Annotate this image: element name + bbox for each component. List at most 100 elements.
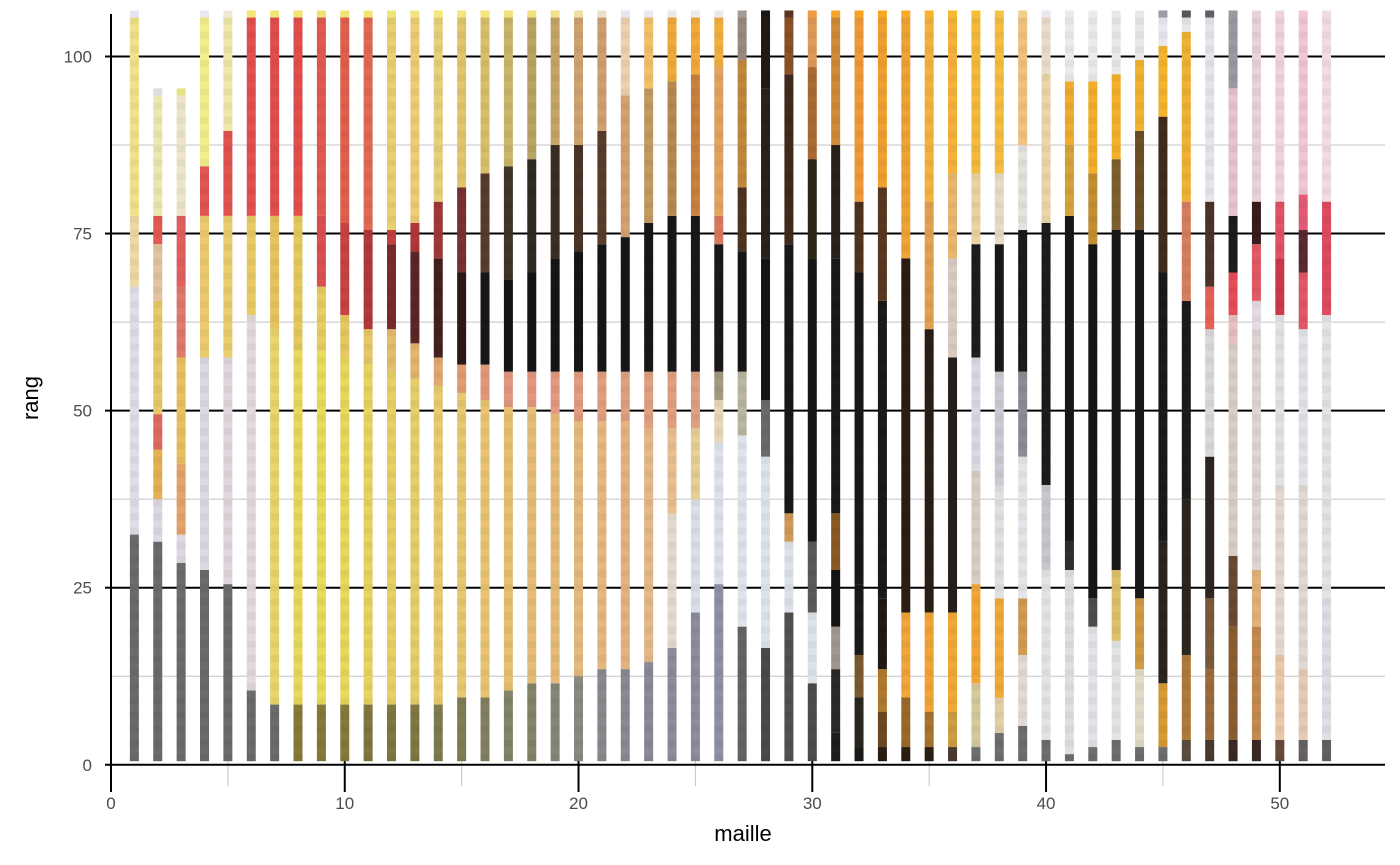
stitch-row-shade [574,88,584,96]
stitch-segment [1041,222,1051,485]
stitch-row-shade [597,640,607,648]
stitch-row-shade [1322,272,1332,280]
stitch-row-shade [597,230,607,238]
stitch-row-shade [761,258,771,266]
stitch-row-shade [901,173,911,181]
stitch-segment [1205,598,1215,670]
stitch-row-shade [387,442,397,450]
stitch-segment [1228,88,1238,216]
stitch-row-shade [620,499,630,507]
stitch-row-shade [901,88,911,96]
stitch-columns [129,10,1332,762]
stitch-row-shade [340,669,350,677]
stitch-row-shade [200,371,210,379]
stitch-row-shade [1041,173,1051,181]
stitch-column [1064,10,1074,762]
stitch-row-shade [714,541,724,549]
stitch-row-shade [620,230,630,238]
stitch-row-shade [223,640,233,648]
stitch-row-shade [1158,244,1168,252]
stitch-row-shade [1275,569,1285,578]
stitch-row-shade [620,145,630,153]
stitch-row-shade [714,428,724,436]
stitch-row-shade [223,230,233,238]
stitch-row-shade [200,739,210,748]
stitch-row-shade [223,45,233,53]
stitch-row-shade [854,400,864,408]
stitch-row-shade [1181,598,1191,606]
stitch-row-shade [1322,414,1332,422]
stitch-row-shade [994,626,1004,634]
stitch-row-shade [784,145,794,153]
stitch-row-shade [527,640,537,648]
stitch-row-shade [550,159,560,167]
stitch-row-shade [1041,442,1051,450]
stitch-row-shade [784,31,794,39]
stitch-row-shade [761,343,771,351]
stitch-row-shade [854,499,864,507]
stitch-column [246,10,256,762]
stitch-row-shade [1158,400,1168,408]
stitch-row-shade [340,654,350,663]
stitch-row-shade [644,329,654,337]
stitch-row-shade [433,484,443,493]
stitch-row-shade [457,725,467,733]
stitch-row-shade [597,669,607,677]
stitch-row-shade [714,499,724,507]
stitch-row-shade [316,428,326,436]
stitch-segment [574,421,584,677]
stitch-row-shade [667,442,677,450]
stitch-row-shade [994,654,1004,663]
stitch-row-shade [246,584,256,592]
stitch-row-shade [831,201,841,209]
stitch-segment [1322,598,1332,740]
stitch-row-shade [761,584,771,592]
stitch-row-shade [574,654,584,663]
stitch-row-shade [246,739,256,748]
stitch-row-shade [153,598,163,606]
stitch-segment [1205,286,1215,330]
stitch-column [597,10,607,762]
stitch-row-shade [153,400,163,408]
stitch-row-shade [574,612,584,620]
stitch-row-shade [200,17,210,25]
stitch-row-shade [877,499,887,507]
stitch-row-shade [480,569,490,578]
stitch-row-shade [924,626,934,634]
stitch-row-shade [971,130,981,138]
stitch-row-shade [153,513,163,521]
stitch-segment [1228,626,1238,740]
stitch-row-shade [363,654,373,663]
stitch-row-shade [1205,159,1215,167]
stitch-row-shade [1064,612,1074,620]
stitch-row-shade [246,612,256,620]
stitch-row-shade [574,159,584,167]
stitch-row-shade [761,612,771,620]
stitch-row-shade [994,612,1004,620]
stitch-row-shade [807,725,817,733]
stitch-row-shade [831,371,841,379]
stitch-row-shade [223,456,233,464]
stitch-row-shade [1111,74,1121,82]
stitch-row-shade [644,725,654,733]
stitch-segment [1111,230,1121,570]
stitch-column [176,88,186,762]
stitch-row-shade [176,654,186,663]
stitch-segment [1251,739,1261,762]
y-tick-label: 0 [83,756,92,775]
y-tick-label: 75 [73,225,92,244]
stitch-row-shade [1158,569,1168,578]
stitch-row-shade [1298,754,1308,762]
stitch-segment [971,470,981,585]
stitch-row-shade [877,414,887,422]
stitch-row-shade [433,499,443,507]
stitch-row-shade [200,159,210,167]
stitch-row-shade [316,442,326,450]
stitch-segment [644,428,654,663]
stitch-row-shade [784,499,794,507]
stitch-segment [316,350,326,705]
stitch-segment [1018,371,1028,457]
stitch-row-shade [1158,626,1168,634]
stitch-segment [1275,654,1285,740]
stitch-row-shade [550,428,560,436]
